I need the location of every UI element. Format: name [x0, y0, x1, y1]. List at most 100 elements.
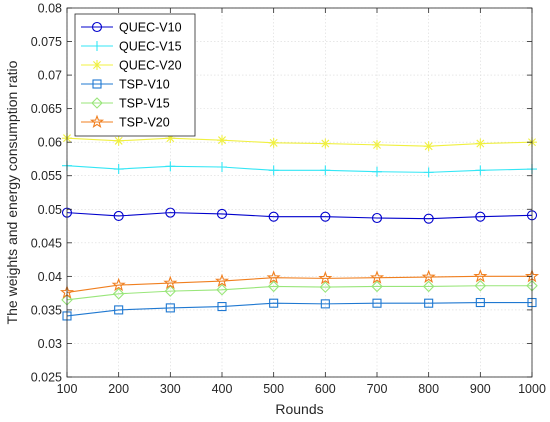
- x-tick-label: 100: [57, 382, 78, 396]
- y-tick-labels: 0.025 0.03 0.035 0.04 0.045 0.05 0.055 0.06 0.06…: [31, 2, 62, 385]
- y-tick-label: 0.03: [38, 337, 62, 351]
- data-point-tsp-v10: [475, 297, 485, 308]
- data-point-tsp-v20: [214, 273, 230, 288]
- legend-marker: [91, 21, 103, 33]
- x-tick-label: 300: [160, 382, 181, 396]
- x-tick-label: 700: [367, 382, 388, 396]
- data-point-tsp-v15: [319, 281, 332, 293]
- series-line-quec-v20: [66, 137, 533, 147]
- series-lines: [66, 137, 533, 317]
- series-markers-quec-v15: [62, 160, 537, 178]
- data-point-tsp-v20: [421, 269, 436, 284]
- data-point-quec-v10: [216, 208, 228, 220]
- data-point-quec-v20: [320, 138, 331, 149]
- data-point-tsp-v20: [111, 277, 126, 292]
- y-tick-label: 0.05: [38, 203, 62, 217]
- legend-label: TSP-V10: [119, 78, 170, 92]
- data-point-tsp-v10: [269, 298, 279, 308]
- legend-item-quec-v15: QUEC-V15: [81, 40, 182, 54]
- data-point-quec-v15: [268, 165, 279, 176]
- data-point-tsp-v10: [372, 298, 382, 308]
- axis-ticks: [66, 7, 533, 378]
- x-tick-label: 1000: [518, 382, 546, 396]
- series-markers-tsp-v15: [61, 279, 538, 306]
- data-point-quec-v20: [268, 137, 279, 148]
- data-point-quec-v15: [165, 161, 176, 172]
- data-point-tsp-v15: [371, 280, 383, 293]
- legend-label: QUEC-V20: [119, 59, 182, 73]
- legend-item-tsp-v10: TSP-V10: [81, 78, 170, 92]
- y-tick-label: 0.055: [31, 169, 62, 183]
- legend: QUEC-V10 QUEC-V15 QUEC-V20 TSP-V10 TSP-V15 TS…: [74, 13, 196, 137]
- data-point-quec-v15: [113, 164, 124, 175]
- x-tick-label: 600: [315, 382, 336, 396]
- data-point-quec-v10: [113, 210, 124, 222]
- legend-marker: [91, 97, 103, 109]
- series-line-tsp-v10: [66, 301, 532, 317]
- legend-item-tsp-v20: TSP-V20: [81, 114, 170, 130]
- series-markers-quec-v10: [61, 207, 538, 224]
- data-point-quec-v15: [372, 166, 382, 177]
- data-point-quec-v10: [268, 211, 279, 222]
- legend-label: QUEC-V10: [119, 21, 182, 35]
- legend-marker: [92, 60, 102, 70]
- x-tick-label: 200: [108, 382, 129, 396]
- legend-marker: [92, 41, 102, 51]
- data-point-quec-v10: [320, 211, 331, 222]
- data-point-tsp-v20: [318, 270, 333, 285]
- x-tick-labels: 100 200 300 400 500 600 700 800 900 1000: [57, 382, 546, 396]
- y-tick-label: 0.035: [31, 303, 62, 317]
- series-markers: [59, 133, 540, 321]
- legend-label: TSP-V20: [119, 116, 170, 130]
- legend-label: QUEC-V15: [119, 40, 182, 54]
- data-point-quec-v20: [113, 135, 124, 146]
- data-point-quec-v15: [217, 162, 227, 173]
- x-tick-label: 900: [470, 382, 491, 396]
- data-point-tsp-v20: [163, 275, 178, 290]
- data-point-quec-v15: [475, 165, 486, 176]
- data-point-tsp-v10: [114, 305, 124, 315]
- data-point-quec-v20: [423, 141, 434, 152]
- series-line-quec-v10: [66, 212, 533, 220]
- data-point-tsp-v15: [112, 288, 125, 300]
- data-point-tsp-v10: [217, 302, 227, 312]
- data-point-tsp-v20: [369, 270, 385, 284]
- data-point-quec-v10: [371, 212, 383, 224]
- data-point-tsp-v20: [266, 270, 281, 284]
- data-point-quec-v20: [165, 133, 176, 144]
- data-point-quec-v15: [423, 167, 434, 178]
- y-tick-label: 0.045: [31, 236, 62, 250]
- data-point-tsp-v15: [164, 285, 177, 297]
- legend-marker: [89, 114, 105, 128]
- data-point-quec-v10: [165, 207, 176, 218]
- y-tick-label: 0.07: [38, 69, 62, 83]
- series-line-tsp-v15: [66, 285, 532, 301]
- data-point-tsp-v15: [267, 280, 280, 293]
- y-tick-label: 0.08: [38, 2, 62, 16]
- legend-item-tsp-v15: TSP-V15: [81, 97, 170, 111]
- data-point-quec-v15: [320, 165, 331, 176]
- data-point-tsp-v10: [320, 299, 330, 309]
- series-line-quec-v15: [66, 165, 533, 173]
- data-point-tsp-v15: [474, 279, 487, 292]
- data-point-quec-v10: [475, 211, 486, 222]
- data-point-quec-v20: [475, 138, 486, 149]
- legend-box: [74, 13, 196, 137]
- y-axis-title: The weights and energy consumption ratio: [4, 60, 20, 324]
- legend-marker: [92, 79, 102, 89]
- data-point-quec-v20: [372, 139, 382, 150]
- series-line-tsp-v20: [66, 275, 532, 294]
- x-tick-label: 500: [263, 382, 284, 396]
- data-point-tsp-v15: [216, 284, 228, 296]
- y-tick-label: 0.04: [38, 270, 62, 284]
- x-axis-title: Rounds: [275, 401, 323, 417]
- legend-item-quec-v10: QUEC-V10: [81, 21, 182, 35]
- plot-area-frame: [66, 7, 533, 378]
- data-point-tsp-v10: [424, 298, 434, 308]
- y-tick-label: 0.065: [31, 102, 62, 116]
- series-markers-tsp-v10: [62, 297, 537, 321]
- data-point-tsp-v15: [422, 280, 435, 293]
- legend-label: TSP-V15: [119, 97, 170, 111]
- data-point-tsp-v20: [473, 268, 488, 283]
